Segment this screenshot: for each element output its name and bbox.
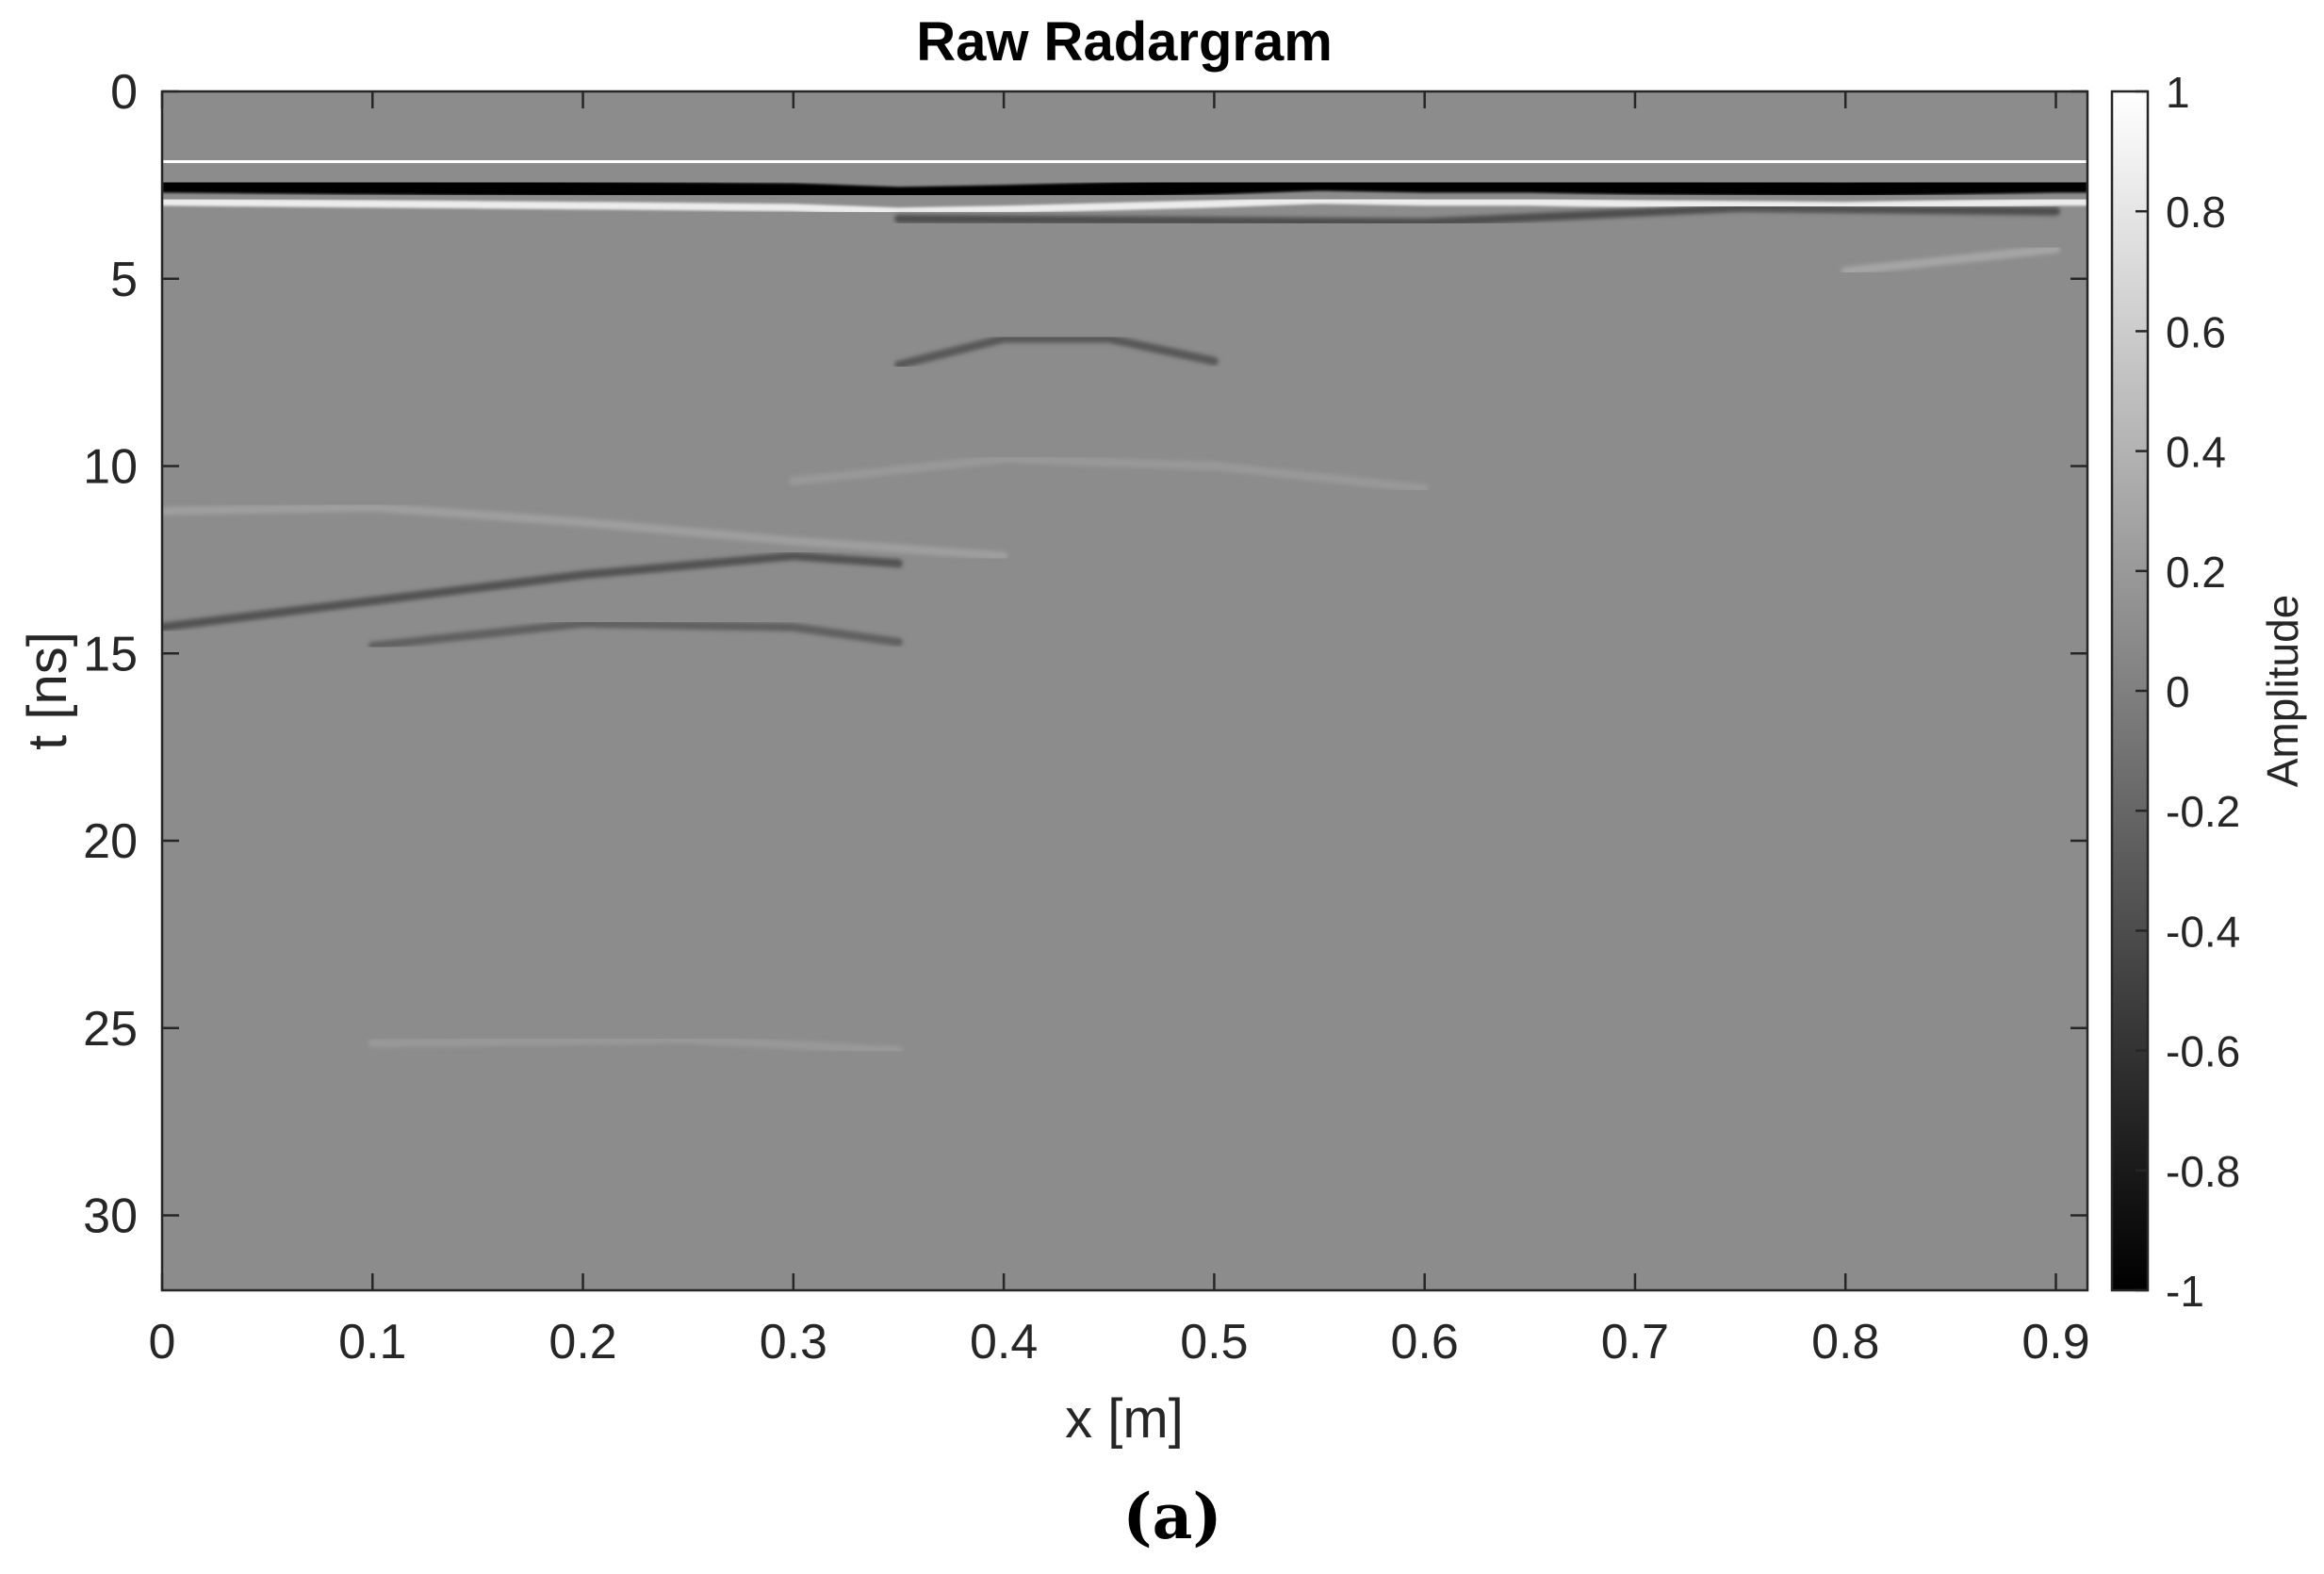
y-tick-label: 30 xyxy=(83,1189,138,1244)
colorbar: 1 0.8 0.6 0.4 0.2 0 -0.2 -0.4 -0.6 -0.8 -1 Amplitu… xyxy=(2110,68,2307,1316)
radargram-background xyxy=(162,91,2087,1290)
y-tick-label: 5 xyxy=(110,253,138,307)
panel-label: (a) xyxy=(1122,1480,1221,1553)
x-tick-label: 0.8 xyxy=(1811,1315,1879,1369)
chart-title: Raw Radargram xyxy=(916,11,1333,73)
direct-wave-positive-peak xyxy=(162,154,2087,170)
y-tick-label: 15 xyxy=(83,627,138,681)
x-tick-label: 0.1 xyxy=(338,1315,406,1369)
x-tick-label: 0.2 xyxy=(548,1315,616,1369)
colorbar-label: Amplitude xyxy=(2258,595,2307,788)
colorbar-tick-label: 0.6 xyxy=(2166,307,2226,356)
colorbar-tick-label: 0.8 xyxy=(2166,188,2226,237)
colorbar-tick-label: -1 xyxy=(2166,1267,2204,1316)
x-tick-label: 0 xyxy=(149,1315,176,1369)
reflection-4 xyxy=(894,334,1219,369)
reflection-8 xyxy=(368,1035,903,1056)
reflection-7 xyxy=(1841,244,2060,276)
colorbar-ticks: 1 0.8 0.6 0.4 0.2 0 -0.2 -0.4 -0.6 -0.8 -1 xyxy=(2136,68,2240,1316)
colorbar-tick-label: 0 xyxy=(2166,667,2190,716)
colorbar-tick-label: 0.4 xyxy=(2166,428,2226,477)
x-axis: 0 0.1 0.2 0.3 0.4 0.5 0.6 0.7 0.8 0.9 xyxy=(149,91,2090,1369)
x-tick-label: 0.7 xyxy=(1601,1315,1669,1369)
reflection-3 xyxy=(368,618,903,650)
colorbar-tick-label: 1 xyxy=(2166,68,2190,117)
x-axis-label: x [m] xyxy=(1065,1388,1184,1450)
reflection-5 xyxy=(789,454,1430,493)
x-tick-label: 0.6 xyxy=(1391,1315,1459,1369)
y-tick-label: 0 xyxy=(110,65,138,120)
colorbar-gradient xyxy=(2110,90,2150,1292)
y-axis: 0 5 10 15 20 25 30 xyxy=(83,65,2087,1244)
x-tick-label: 0.9 xyxy=(2021,1315,2089,1369)
colorbar-tick-label: -0.6 xyxy=(2166,1027,2240,1076)
colorbar-tick-label: 0.2 xyxy=(2166,548,2226,597)
reflection-2 xyxy=(162,502,1008,561)
x-tick-label: 0.3 xyxy=(760,1315,827,1369)
x-tick-label: 0.4 xyxy=(970,1315,1038,1369)
y-tick-label: 10 xyxy=(83,440,138,495)
direct-wave-negative-peak xyxy=(162,175,2087,203)
x-tick-label: 0.5 xyxy=(1180,1315,1248,1369)
colorbar-tick-label: -0.8 xyxy=(2166,1147,2240,1196)
y-axis-label: t [ns] xyxy=(17,631,78,750)
colorbar-tick-label: -0.4 xyxy=(2166,907,2240,956)
reflection-1 xyxy=(162,551,903,631)
y-tick-label: 20 xyxy=(83,814,138,869)
colorbar-tick-label: -0.2 xyxy=(2166,787,2240,836)
reflection-6 xyxy=(894,203,2060,227)
plot-frame xyxy=(160,90,2089,1292)
radargram-traces xyxy=(162,154,2087,1056)
y-tick-label: 25 xyxy=(83,1002,138,1057)
plot-area xyxy=(162,91,2087,1290)
